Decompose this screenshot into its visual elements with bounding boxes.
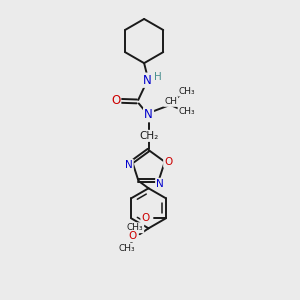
Text: CH: CH <box>164 97 177 106</box>
Text: O: O <box>128 231 136 241</box>
Text: N: N <box>144 108 153 121</box>
Text: H: H <box>154 72 162 82</box>
Text: N: N <box>125 160 133 170</box>
Text: N: N <box>143 74 152 87</box>
Text: O: O <box>111 94 120 107</box>
Text: CH₃: CH₃ <box>127 223 143 232</box>
Text: O: O <box>164 157 172 167</box>
Text: CH₃: CH₃ <box>178 107 195 116</box>
Text: N: N <box>156 179 164 189</box>
Text: CH₃: CH₃ <box>118 244 135 253</box>
Text: CH₃: CH₃ <box>178 87 195 96</box>
Text: O: O <box>141 213 150 223</box>
Text: CH₂: CH₂ <box>139 131 158 141</box>
